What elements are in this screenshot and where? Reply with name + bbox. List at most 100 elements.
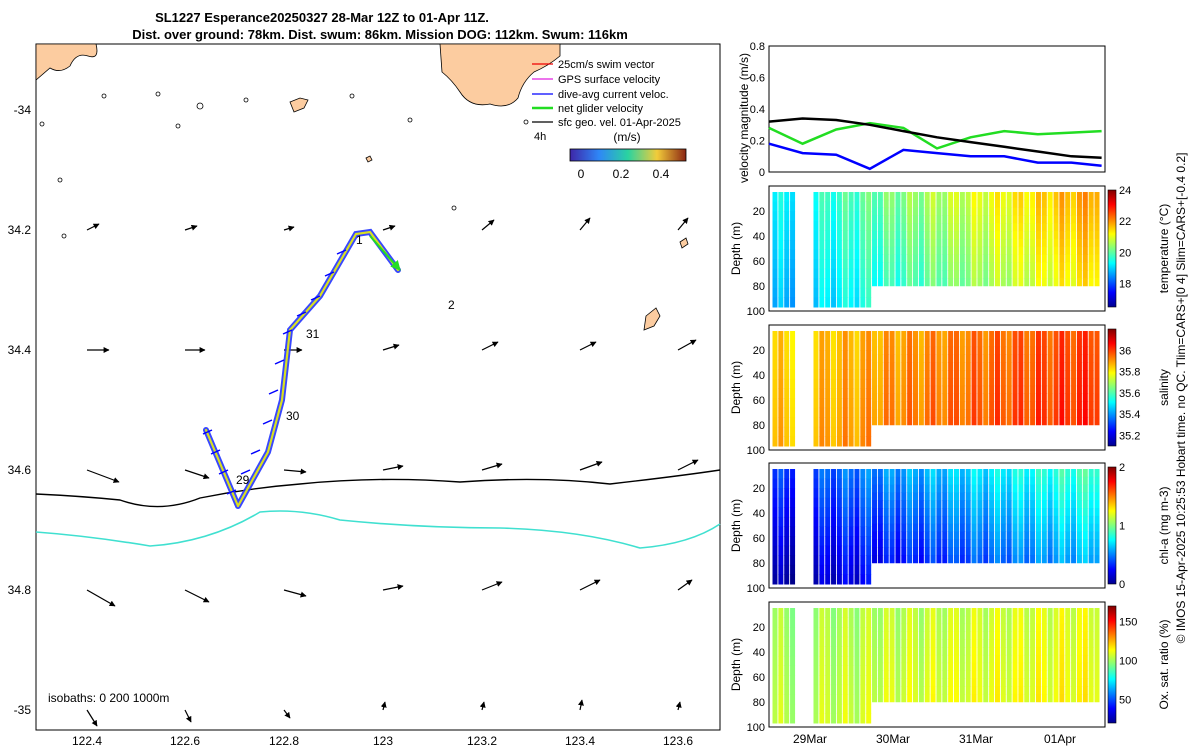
section-cell — [866, 239, 872, 250]
section-cell — [1030, 508, 1036, 517]
section-cell — [1006, 492, 1012, 501]
section-cell — [913, 678, 919, 687]
section-cell — [953, 547, 959, 556]
section-cell — [772, 555, 778, 566]
section-cell — [971, 246, 977, 255]
section-cell — [918, 662, 924, 671]
section-cell — [860, 608, 866, 619]
section-cell — [971, 262, 977, 271]
section-cell — [784, 655, 790, 666]
section-cell — [936, 238, 942, 248]
section-cell — [1076, 254, 1082, 263]
section-cell — [883, 199, 889, 209]
section-cell — [1030, 670, 1036, 679]
island — [643, 307, 661, 331]
section-cell — [1053, 231, 1059, 240]
section-cell — [1035, 238, 1041, 248]
section-cell — [936, 270, 942, 279]
section-cell — [918, 416, 924, 426]
section-cell — [842, 407, 848, 418]
geo-arrow — [283, 709, 291, 719]
section-cell — [1082, 346, 1088, 355]
section-cell — [889, 531, 895, 540]
section-cell — [901, 693, 907, 703]
section-cell — [1030, 678, 1036, 687]
section-cell — [836, 684, 842, 695]
section-cell — [831, 478, 837, 489]
section-cell — [930, 238, 936, 248]
section-cell — [989, 615, 995, 625]
section-cell — [784, 417, 790, 428]
section-cell — [1059, 238, 1065, 248]
section-cell — [953, 346, 959, 355]
section-cell — [790, 378, 796, 389]
section-cell — [1006, 500, 1012, 509]
section-cell — [819, 388, 825, 399]
section-cell — [883, 693, 889, 703]
section-cell — [989, 409, 995, 418]
section-cell — [854, 636, 860, 647]
section-cell — [819, 694, 825, 705]
section-cell — [866, 617, 872, 628]
section-cell — [819, 350, 825, 361]
section-cell — [1059, 377, 1065, 387]
section-cell — [1030, 377, 1036, 387]
section-cell — [883, 662, 889, 671]
section-cell — [942, 662, 948, 671]
section-cell — [819, 436, 825, 447]
section-cell — [836, 636, 842, 647]
geo-arrow — [677, 459, 699, 471]
section-cell — [989, 362, 995, 371]
section-cell — [948, 223, 954, 232]
section-cell — [1071, 608, 1077, 617]
section-cell — [1094, 515, 1100, 525]
section-cell — [924, 647, 930, 656]
section-cell — [842, 646, 848, 657]
section-cell — [1059, 531, 1065, 540]
section-cell — [854, 211, 860, 222]
section-cell — [772, 259, 778, 270]
section-cell — [790, 526, 796, 537]
section-cell — [1094, 476, 1100, 486]
section-cell — [1082, 192, 1088, 201]
section-cell — [895, 678, 901, 687]
section-cell — [1082, 385, 1088, 394]
section-cell — [1071, 354, 1077, 363]
section-cell — [842, 268, 848, 279]
section-cell — [1000, 523, 1006, 532]
section-cell — [1000, 554, 1006, 564]
section-cell — [860, 417, 866, 428]
colorbar-label: temperature (°C) — [1157, 204, 1171, 294]
section-cell — [1012, 662, 1018, 671]
section-cell — [819, 211, 825, 222]
section-cell — [825, 369, 831, 380]
section-cell — [889, 492, 895, 501]
section-cell — [1030, 246, 1036, 255]
section-cell — [994, 246, 1000, 255]
section-cell — [948, 484, 954, 493]
section-cell — [1065, 254, 1071, 263]
section-cell — [942, 508, 948, 517]
section-cell — [784, 350, 790, 361]
section-cell — [778, 665, 784, 676]
section-cell — [930, 416, 936, 426]
section-cell — [790, 268, 796, 279]
section-cell — [994, 515, 1000, 525]
section-cell — [983, 539, 989, 548]
section-cell — [1035, 246, 1041, 255]
section-cell — [895, 515, 901, 525]
section-cell — [901, 539, 907, 548]
section-cell — [872, 631, 878, 640]
section-cell — [953, 623, 959, 632]
section-cell — [1053, 401, 1059, 410]
geo-arrow — [382, 464, 404, 471]
section-cell — [813, 249, 819, 260]
section-cell — [913, 547, 919, 556]
section-cell — [918, 199, 924, 209]
section-cell — [1041, 192, 1047, 201]
section-cell — [854, 545, 860, 556]
section-cell — [983, 354, 989, 363]
section-cell — [907, 199, 913, 209]
section-cell — [790, 340, 796, 351]
section-cell — [778, 478, 784, 489]
